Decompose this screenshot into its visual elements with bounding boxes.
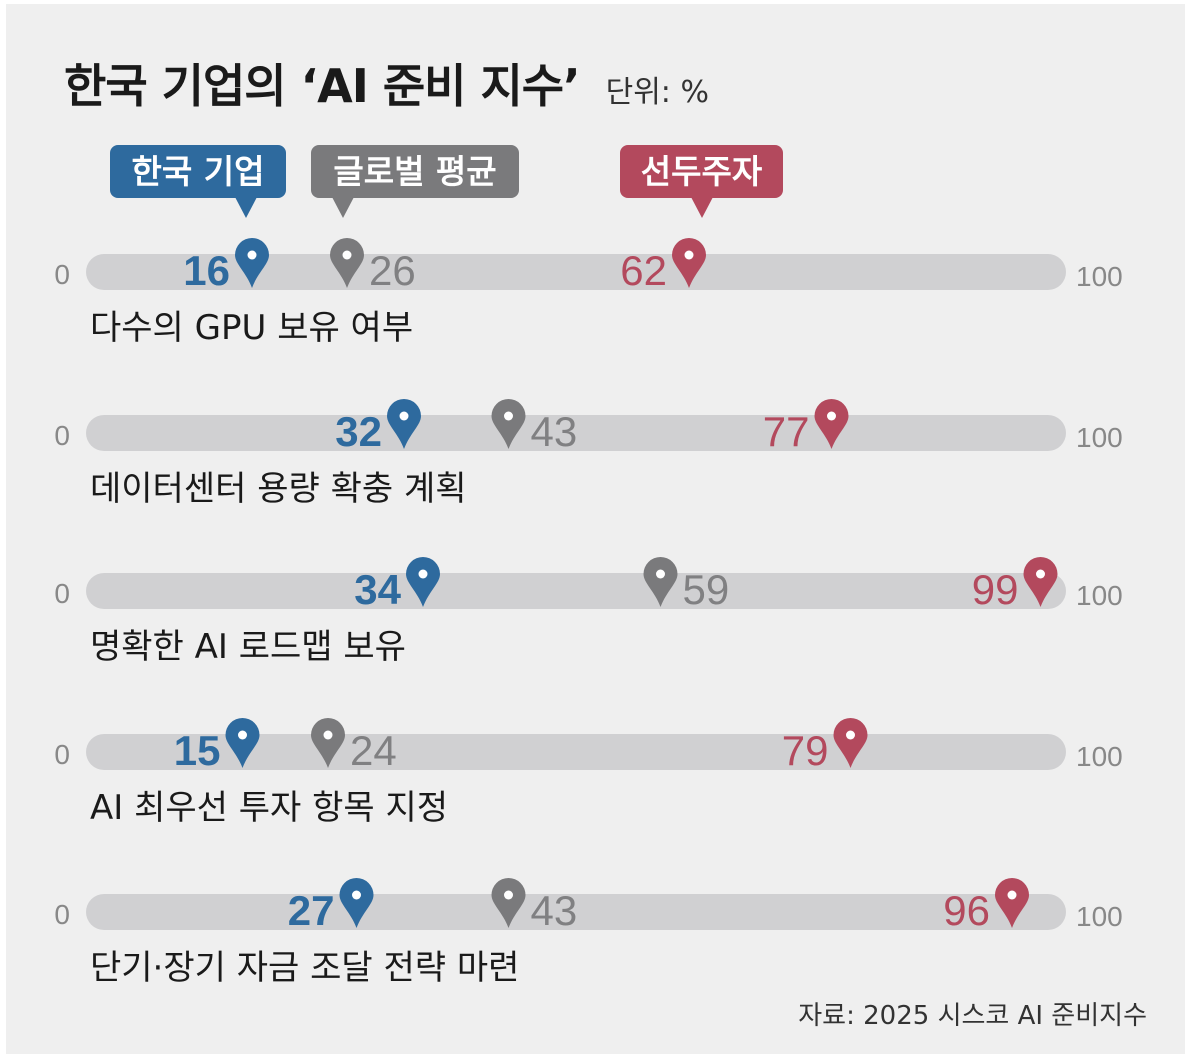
value-label-0-0: 16 — [183, 247, 230, 294]
title-row: 한국 기업의 ‘AI 준비 지수’ 단위: % — [64, 50, 709, 116]
category-label-0: 다수의 GPU 보유 여부 — [90, 308, 413, 348]
marker-0-0-hole — [247, 250, 257, 260]
marker-1-3-icon — [311, 718, 345, 768]
marker-1-0-icon — [330, 238, 364, 288]
value-label-2-4: 96 — [943, 887, 990, 934]
axis-max-label-1: 100 — [1076, 422, 1123, 453]
legend-pointer-0 — [235, 197, 257, 218]
marker-1-4-icon — [491, 878, 526, 928]
marker-1-2-hole — [656, 569, 665, 579]
axis-min-label-0: 0 — [54, 259, 70, 290]
marker-1-1-icon — [491, 399, 526, 449]
value-label-0-2: 34 — [354, 566, 401, 613]
track-0 — [86, 254, 1066, 290]
axis-max-label-4: 100 — [1076, 901, 1123, 932]
legend-box-2 — [620, 145, 783, 198]
legend-pointer-2 — [691, 197, 713, 218]
marker-1-2-icon — [643, 557, 678, 607]
legend-box-1 — [311, 145, 519, 198]
track-2 — [86, 573, 1066, 609]
value-label-1-3: 24 — [350, 727, 397, 774]
marker-2-0-hole — [684, 250, 694, 260]
unit-label: 단위: % — [605, 75, 709, 110]
source-note: 자료: 2025 시스코 AI 준비지수 — [798, 1001, 1147, 1031]
value-label-2-2: 99 — [972, 566, 1019, 613]
marker-1-4-hole — [504, 890, 513, 900]
marker-1-3-hole — [323, 730, 333, 740]
legend-label-2: 선두주자 — [641, 152, 763, 191]
legend-box-0 — [110, 145, 286, 198]
axis-min-label-3: 0 — [54, 739, 70, 770]
marker-2-1-hole — [827, 411, 836, 421]
marker-0-2-hole — [418, 569, 428, 579]
category-label-1: 데이터센터 용량 확충 계획 — [90, 469, 467, 509]
marker-1-1-hole — [504, 411, 513, 421]
axis-min-label-2: 0 — [54, 578, 70, 609]
marker-0-4-icon — [339, 878, 374, 928]
value-label-2-3: 79 — [782, 727, 829, 774]
marker-2-3-hole — [846, 730, 855, 740]
category-label-4: 단기·장기 자금 조달 전략 마련 — [90, 948, 519, 988]
chart-title: 한국 기업의 ‘AI 준비 지수’ — [64, 59, 581, 113]
legend-label-1: 글로벌 평균 — [333, 152, 496, 191]
track-4 — [86, 894, 1066, 930]
marker-2-2-hole — [1036, 569, 1045, 579]
category-label-3: AI 최우선 투자 항목 지정 — [90, 788, 448, 828]
value-label-0-4: 27 — [288, 887, 335, 934]
legend-pointer-1 — [332, 197, 354, 218]
marker-0-1-hole — [399, 411, 409, 421]
marker-0-2-icon — [406, 557, 440, 607]
marker-0-4-hole — [352, 890, 361, 900]
marker-1-0-hole — [342, 250, 352, 260]
category-label-2: 명확한 AI 로드맵 보유 — [90, 627, 406, 667]
marker-2-3-icon — [833, 718, 868, 768]
marker-2-1-icon — [814, 399, 849, 449]
value-label-1-2: 59 — [683, 566, 730, 613]
marker-2-4-hole — [1007, 890, 1017, 900]
marker-0-1-icon — [387, 399, 421, 449]
axis-max-label-3: 100 — [1076, 741, 1123, 772]
marker-2-0-icon — [672, 238, 706, 288]
legend-label-0: 한국 기업 — [132, 152, 265, 191]
axis-max-label-2: 100 — [1076, 580, 1123, 611]
value-label-2-1: 77 — [763, 408, 810, 455]
marker-0-3-hole — [238, 730, 247, 740]
value-label-0-3: 15 — [174, 727, 221, 774]
axis-min-label-1: 0 — [54, 420, 70, 451]
value-label-0-1: 32 — [335, 408, 382, 455]
marker-0-0-icon — [235, 238, 269, 288]
value-label-1-4: 43 — [531, 887, 578, 934]
marker-0-3-icon — [225, 718, 260, 768]
axis-min-label-4: 0 — [54, 899, 70, 930]
value-label-1-0: 26 — [369, 247, 416, 294]
marker-2-4-icon — [995, 878, 1029, 928]
value-label-2-0: 62 — [620, 247, 667, 294]
axis-max-label-0: 100 — [1076, 261, 1123, 292]
marker-2-2-icon — [1023, 557, 1058, 607]
value-label-1-1: 43 — [531, 408, 578, 455]
